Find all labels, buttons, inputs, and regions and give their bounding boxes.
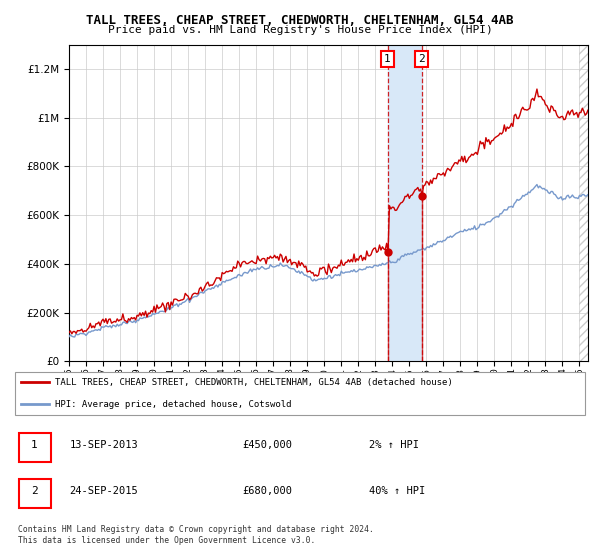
Text: 2: 2 [418, 54, 425, 64]
Bar [388, 45, 422, 361]
Text: 1: 1 [31, 440, 38, 450]
Text: 13-SEP-2013: 13-SEP-2013 [70, 440, 139, 450]
FancyBboxPatch shape [15, 372, 585, 415]
Bar [580, 45, 588, 361]
Text: HPI: Average price, detached house, Cotswold: HPI: Average price, detached house, Cots… [55, 400, 292, 409]
FancyBboxPatch shape [19, 433, 50, 462]
Text: 40% ↑ HPI: 40% ↑ HPI [369, 487, 425, 496]
Text: Price paid vs. HM Land Registry's House Price Index (HPI): Price paid vs. HM Land Registry's House … [107, 25, 493, 35]
Text: £680,000: £680,000 [242, 487, 292, 496]
Text: 2: 2 [31, 487, 38, 496]
Text: 2% ↑ HPI: 2% ↑ HPI [369, 440, 419, 450]
Text: Contains HM Land Registry data © Crown copyright and database right 2024.
This d: Contains HM Land Registry data © Crown c… [18, 525, 374, 545]
Text: TALL TREES, CHEAP STREET, CHEDWORTH, CHELTENHAM, GL54 4AB: TALL TREES, CHEAP STREET, CHEDWORTH, CHE… [86, 14, 514, 27]
Text: TALL TREES, CHEAP STREET, CHEDWORTH, CHELTENHAM, GL54 4AB (detached house): TALL TREES, CHEAP STREET, CHEDWORTH, CHE… [55, 378, 453, 387]
FancyBboxPatch shape [19, 479, 50, 508]
Text: 1: 1 [384, 54, 391, 64]
Text: 24-SEP-2015: 24-SEP-2015 [70, 487, 139, 496]
Text: £450,000: £450,000 [242, 440, 292, 450]
Bar [580, 45, 588, 361]
